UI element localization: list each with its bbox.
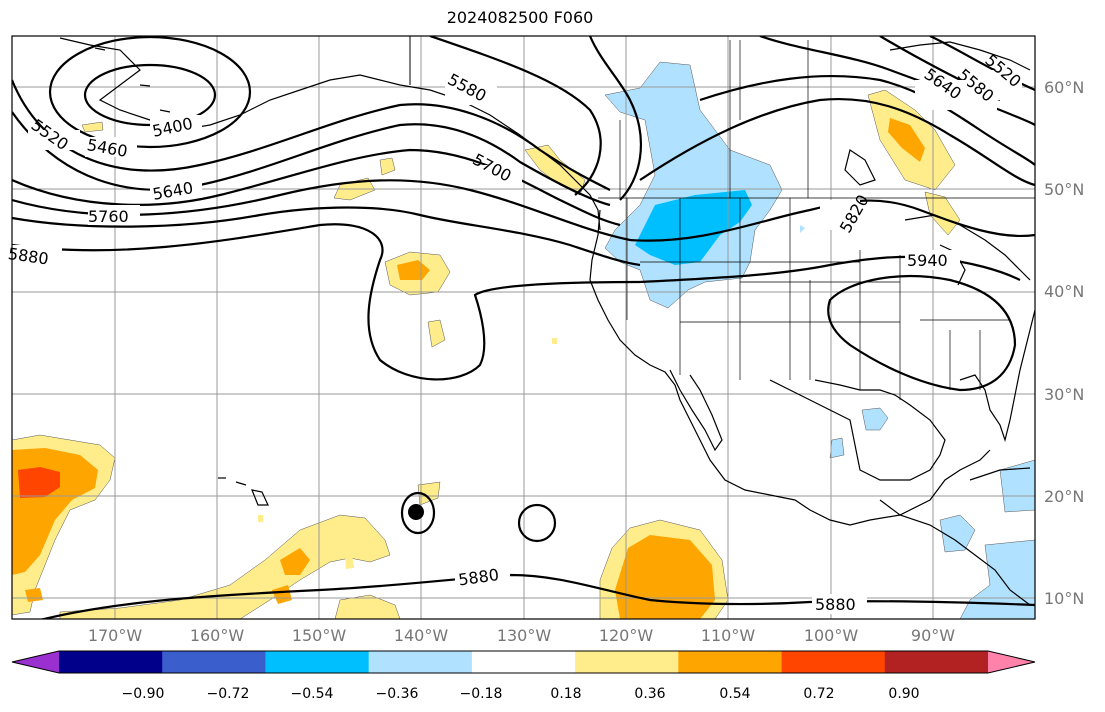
lon-label: 170°W [88,626,143,645]
political-borders [598,40,1035,400]
lon-label: 140°W [394,626,449,645]
svg-text:5760: 5760 [88,207,129,226]
colorbar-segment [59,651,163,673]
lon-label: 90°W [911,626,955,645]
colorbar-extend-low [12,651,59,673]
colorbar-segment [678,651,783,673]
colorbar-tick-label: 0.36 [634,686,665,702]
lon-label: 150°W [292,626,347,645]
lat-label: 20°N [1044,487,1084,506]
colorbar-tick-label: 0.90 [888,686,919,702]
map-title: 2024082500 F060 [446,8,594,27]
svg-text:5880: 5880 [815,595,856,614]
lon-label: 120°W [599,626,654,645]
colorbar-tick-label: −0.18 [460,686,503,702]
colorbar-tick-label: −0.54 [291,686,334,702]
lat-label: 30°N [1044,385,1084,404]
colorbar-segment [162,651,266,673]
colorbar-segment [368,651,473,673]
colorbar-ticks: −0.90 −0.72 −0.54 −0.36 −0.18 0.18 0.36 … [122,686,920,702]
colorbar-tick-label: −0.72 [207,686,250,702]
anomaly-shading [12,61,1035,619]
storm-marker [408,504,424,520]
lon-label: 160°W [190,626,245,645]
colorbar-tick-label: 0.54 [719,686,750,702]
colorbar [11,650,1036,674]
lat-label: 40°N [1044,282,1084,301]
colorbar-tick-label: −0.36 [376,686,419,702]
lat-label: 50°N [1044,180,1084,199]
lat-label: 60°N [1044,78,1084,97]
colorbar-tick-label: −0.90 [122,686,165,702]
colorbar-segment [781,651,886,673]
colorbar-tick-label: 0.18 [550,686,581,702]
colorbar-segment [575,651,679,673]
lon-label: 110°W [701,626,756,645]
lon-label: 100°W [804,626,859,645]
svg-text:5940: 5940 [907,251,948,270]
colorbar-extend-high [988,651,1035,673]
colorbar-segment [884,651,989,673]
longitude-labels: 170°W 160°W 150°W 140°W 130°W 120°W 110°… [88,626,955,645]
lon-label: 130°W [497,626,552,645]
lat-label: 10°N [1044,589,1084,608]
coastlines [59,36,1035,606]
colorbar-outline [11,650,1036,674]
map-frame [11,35,1036,620]
latitude-labels: 60°N 50°N 40°N 30°N 20°N 10°N [1044,78,1084,608]
colorbar-segment [471,651,576,673]
colorbar-segment [265,651,370,673]
colorbar-tick-label: 0.72 [803,686,834,702]
